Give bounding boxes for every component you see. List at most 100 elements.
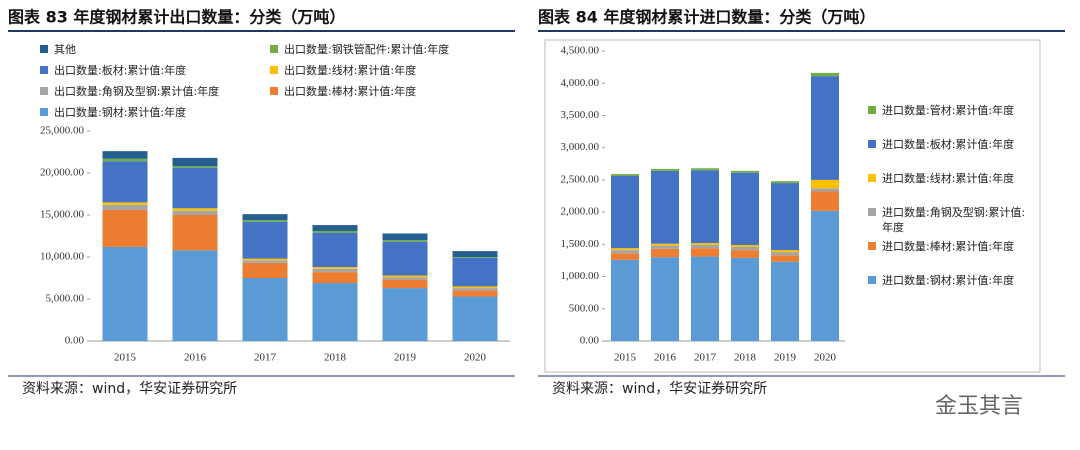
bar-segment [382,275,428,278]
bar-segment [811,191,839,211]
legend-item: 出口数量:角钢及型钢:累计值:年度 [40,84,265,99]
y-tick-label: 1,500.00 [561,238,600,250]
bar-segment [771,261,799,341]
bar-segment [312,272,358,284]
bar-segment [312,230,358,233]
bar-segment [172,157,218,167]
legend-swatch [40,108,48,116]
bar-segment [611,248,639,251]
bar-segment [172,166,218,168]
legend-swatch [40,66,48,74]
bar-segment [382,241,428,276]
legend-swatch [868,242,876,250]
legend-item: 进口数量:管材:累计值:年度 [868,103,1033,118]
legend-item: 出口数量:棒材:累计值:年度 [270,84,495,99]
bar-segment [811,210,839,341]
bar-segment [691,256,719,341]
bar-segment [731,250,759,258]
bar-segment [611,253,639,260]
bar-segment [172,250,218,341]
chart-title: 图表 83 年度钢材累计出口数量：分类（万吨） [8,8,345,27]
bar-segment [771,252,799,256]
legend-item: 其他 [40,42,265,57]
y-tick-label: 2,000.00 [561,206,600,218]
x-tick-label: 2018 [324,352,347,364]
legend-item: 进口数量:线材:累计值:年度 [868,171,1033,186]
legend-label: 出口数量:棒材:累计值:年度 [284,85,417,98]
y-tick-label: 20,000.00 [40,167,85,179]
bar-segment [172,167,218,209]
legend-item: 出口数量:钢材:累计值:年度 [40,105,265,120]
y-tick-label: 1,000.00 [561,270,600,282]
legend-item: 进口数量:钢材:累计值:年度 [868,273,1033,288]
bar-segment [811,72,839,77]
bar-segment [611,174,639,177]
bar-segment [242,220,288,222]
legend-label: 进口数量:管材:累计值:年度 [882,104,1015,117]
bar-segment [382,279,428,289]
x-tick-label: 2016 [654,352,677,364]
bar-segment [452,288,498,291]
bar-segment [382,240,428,242]
bar-segment [771,255,799,262]
bar-segment [242,260,288,263]
bar-segment [611,176,639,249]
y-tick-label: 5,000.00 [46,293,85,305]
bar-segment [811,179,839,189]
bar-segment [102,161,148,203]
legend-label: 出口数量:钢铁管配件:累计值:年度 [284,43,450,56]
bar-segment [651,245,679,249]
bar-segment [452,257,498,287]
y-tick-label: 25,000.00 [40,125,85,137]
legend-label: 进口数量:角钢及型钢:累计值:年度 [882,206,1026,234]
bar-segment [452,290,498,297]
bar-segment [771,181,799,184]
bar-segment [731,257,759,341]
legend-label: 进口数量:钢材:累计值:年度 [882,274,1015,287]
y-tick-label: 3,000.00 [561,141,600,153]
bar-segment [651,170,679,244]
bar-segment [731,172,759,245]
bar-segment [242,258,288,261]
bar-segment [771,250,799,253]
bar-segment [731,244,759,247]
watermark: 金玉其言 [935,394,1024,419]
legend-item: 出口数量:线材:累计值:年度 [270,63,495,78]
legend-item: 出口数量:板材:累计值:年度 [40,63,265,78]
x-tick-label: 2019 [774,352,797,364]
x-tick-label: 2020 [464,352,487,364]
legend-label: 其他 [54,43,76,56]
bar-segment [382,233,428,241]
bar-segment [651,243,679,246]
bar-segment [102,246,148,341]
y-tick-label: 4,000.00 [561,77,600,89]
bar-segment [452,286,498,289]
bar-segment [691,243,719,245]
y-tick-label: 10,000.00 [40,251,85,263]
legend-label: 出口数量:板材:累计值:年度 [54,64,187,77]
bar-segment [102,202,148,205]
x-tick-label: 2015 [614,352,637,364]
bar-segment [382,288,428,341]
bar-segment [242,214,288,221]
y-tick-label: 0.00 [580,335,600,347]
bar-segment [102,158,148,162]
bar-segment [731,170,759,173]
y-tick-label: 3,500.00 [561,109,600,121]
bar-segment [811,188,839,192]
bar-segment [382,277,428,280]
y-tick-label: 2,500.00 [561,173,600,185]
bar-segment [691,170,719,244]
legend-label: 进口数量:棒材:累计值:年度 [882,240,1015,253]
legend-item: 进口数量:棒材:累计值:年度 [868,239,1033,254]
legend-swatch [868,208,876,216]
x-tick-label: 2020 [814,352,837,364]
bar-segment [452,251,498,257]
bar-segment [611,250,639,254]
bar-segment [312,267,358,269]
y-tick-label: 500.00 [569,302,600,314]
bar-segment [691,244,719,249]
x-tick-label: 2019 [394,352,417,364]
legend-swatch [868,140,876,148]
